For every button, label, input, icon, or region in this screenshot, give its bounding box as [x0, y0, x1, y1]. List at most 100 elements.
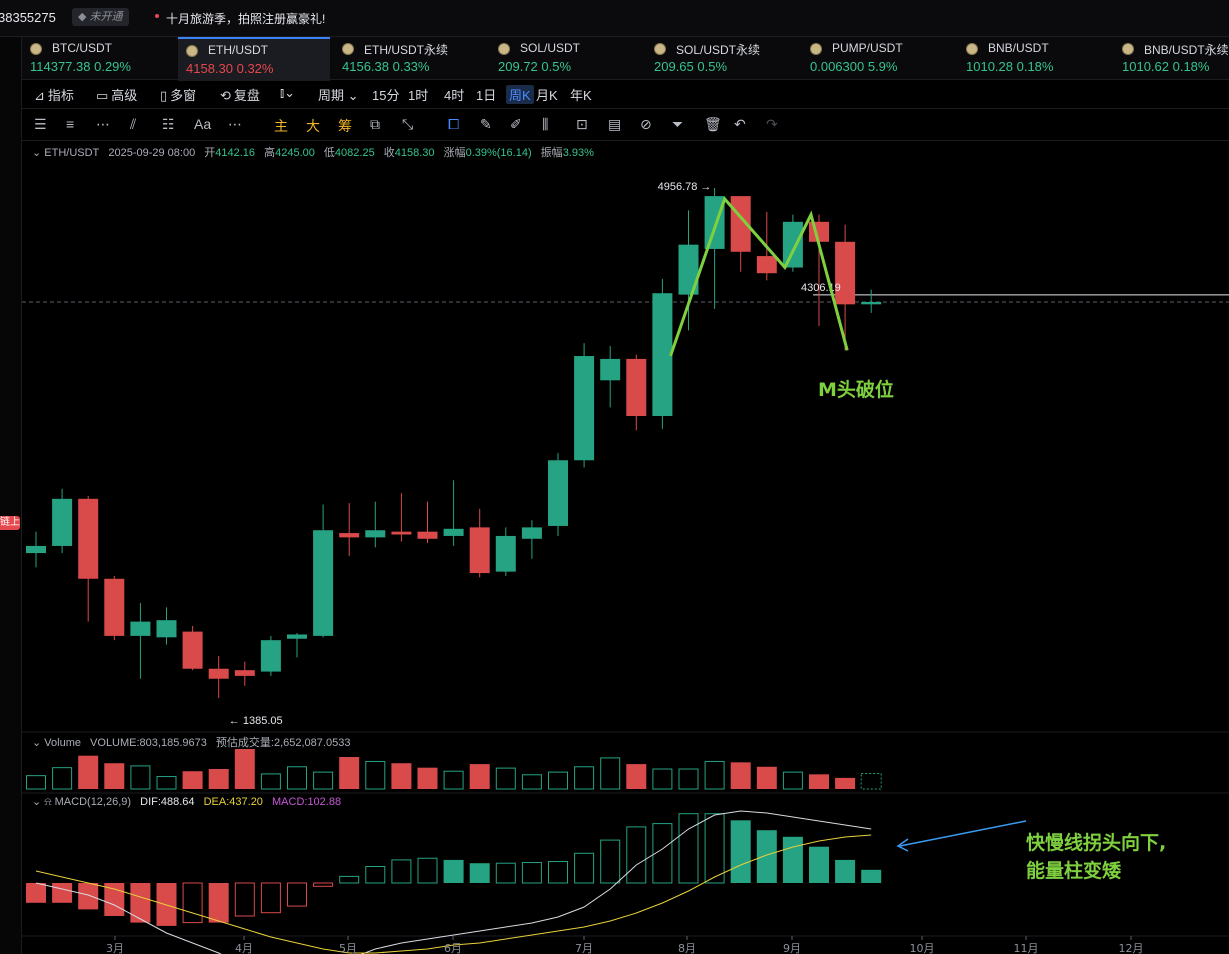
ticker-price: 209.72 0.5%: [498, 59, 572, 74]
ruler-icon[interactable]: ✎: [480, 116, 492, 132]
open-label: 开: [204, 147, 216, 159]
parallel-lines-icon[interactable]: ≡: [66, 116, 75, 132]
multi-label: 多窗: [170, 88, 197, 103]
trash-icon[interactable]: 🗑: [704, 116, 722, 132]
macd-bar: [600, 839, 621, 884]
candle-body: [365, 530, 386, 538]
onchain-badge[interactable]: 链上: [0, 516, 20, 530]
bell-icon[interactable]: ⍾: [44, 796, 52, 808]
x-tick-label: 5月: [339, 942, 357, 954]
advanced-label: 高级: [111, 88, 138, 103]
period-tab[interactable]: 1时: [408, 88, 429, 103]
volume-bar: [417, 767, 438, 789]
large-order-tool[interactable]: 大: [306, 118, 320, 134]
volume-bar: [287, 766, 307, 790]
volume-bar: [130, 765, 151, 790]
collapse-icon[interactable]: ⌄: [32, 796, 42, 808]
volume-bar: [574, 766, 595, 790]
replay-button[interactable]: ⟲ 复盘: [220, 85, 260, 104]
horizontal-lines-icon[interactable]: ☰: [34, 116, 47, 132]
ticker-item[interactable]: SOL/USDT 209.72 0.5%: [490, 37, 642, 79]
copy-icon[interactable]: ⧠: [448, 116, 460, 132]
pen-icon[interactable]: ✐: [510, 116, 522, 132]
diamond-icon: ◆: [78, 11, 87, 23]
undo-icon[interactable]: ↶: [734, 116, 746, 132]
pattern-annotation: M头破位: [818, 378, 894, 401]
main-chart-tool[interactable]: 主: [274, 118, 288, 134]
fib-icon[interactable]: ☷: [162, 116, 175, 132]
ray-icon[interactable]: ⋯: [96, 116, 110, 132]
ticker-item[interactable]: SOL/USDT永续 209.65 0.5%: [646, 37, 798, 79]
drawing-toolbar: ☰ ≡ ⋯ ⫽ ☷ Aa ⋯ 主 大 筹 ⧉ ⤡ ⧠ ✎ ✐ ⫼ ⊡ ▤ ⊘ ⏷…: [22, 110, 1229, 141]
multi-window-button[interactable]: ▯ 多窗: [160, 85, 196, 104]
ticker-item[interactable]: ETH/USDT 4158.30 0.32%: [178, 37, 330, 81]
magnet-icon[interactable]: ⊘: [640, 116, 652, 132]
volume-bar: [521, 774, 542, 790]
ticker-price: 4158.30 0.32%: [186, 61, 274, 76]
volume-bar: [313, 771, 334, 790]
chart-icon: ⊿: [34, 88, 45, 103]
advanced-button[interactable]: ▭ 高级: [96, 85, 137, 104]
chart-toolbar: ⊿ 指标 ▭ 高级 ▯ 多窗 ⟲ 复盘 ⫾⌄ 周期 ⌄ 15分 1时 4时 1日 周K 月K 年K: [22, 80, 1229, 109]
macd-annotation-line2: 能量柱变矮: [1026, 859, 1122, 882]
candle-body: [78, 498, 99, 579]
collapse-icon[interactable]: ⌄: [32, 737, 42, 749]
macd-bar: [417, 857, 438, 884]
window-icon: ▭: [96, 88, 109, 103]
ticker-symbol: ETH/USDT: [208, 43, 268, 57]
candle-body: [52, 498, 73, 546]
ticker-symbol: BNB/USDT: [988, 41, 1049, 55]
volume-bar: [730, 762, 751, 789]
macd-bar: [652, 823, 673, 884]
filter-icon[interactable]: ⏷: [672, 116, 684, 132]
macd-bar: [835, 859, 856, 883]
more-tools-icon[interactable]: ⋯: [228, 116, 242, 132]
note-icon[interactable]: ▤: [608, 116, 622, 132]
macd-bar: [287, 882, 307, 907]
amplitude-value: 3.93%: [562, 147, 594, 159]
period-dropdown[interactable]: 周期 ⌄: [318, 85, 359, 104]
chip-distribution-tool[interactable]: 筹: [338, 118, 352, 134]
redo-icon[interactable]: ↷: [766, 116, 778, 132]
macd-bar: [260, 882, 281, 914]
period-tab[interactable]: 年K: [570, 88, 592, 103]
macd-bar: [182, 882, 203, 924]
ticker-item[interactable]: BNB/USDT 1010.28 0.18%: [958, 37, 1110, 79]
candle-body: [339, 533, 360, 538]
candles-icon[interactable]: ⫼: [542, 116, 549, 132]
ticker-symbol: BTC/USDT: [52, 41, 112, 55]
annotation-arrowhead: [896, 838, 909, 852]
ticker-symbol: SOL/USDT: [520, 41, 581, 55]
volume-bar: [678, 768, 699, 790]
trend-line-icon[interactable]: ⫽: [130, 116, 137, 132]
account-id: 38355275: [0, 10, 56, 25]
ticker-item[interactable]: ETH/USDT永续 4156.38 0.33%: [334, 37, 486, 79]
lock-icon[interactable]: ⊡: [576, 116, 588, 132]
close-value: 4158.30: [394, 147, 435, 159]
period-tab[interactable]: 周K: [506, 85, 534, 104]
volume-bar: [52, 767, 73, 790]
vip-badge[interactable]: ◆ 未开通: [72, 8, 129, 26]
ticker-item[interactable]: BNB/USDT永续 1010.62 0.18%: [1114, 37, 1229, 79]
calculator-icon[interactable]: ⧉: [370, 116, 380, 132]
ticker-symbol: PUMP/USDT: [832, 41, 903, 55]
chart-type-dropdown[interactable]: ⫾⌄: [280, 85, 295, 101]
candle-body: [626, 358, 647, 417]
indicators-button[interactable]: ⊿ 指标: [34, 85, 74, 104]
text-tool[interactable]: Aa: [194, 116, 212, 132]
period-tab[interactable]: 15分: [372, 88, 400, 103]
candle-body: [156, 620, 177, 638]
ticker-item[interactable]: PUMP/USDT 0.006300 5.9%: [802, 37, 954, 79]
period-tab[interactable]: 4时: [444, 88, 465, 103]
coin-icon: [30, 43, 42, 55]
collapse-icon[interactable]: ⌄: [32, 147, 42, 159]
ticker-price: 1010.62 0.18%: [1122, 59, 1210, 74]
measure-icon[interactable]: ⤡: [402, 116, 414, 132]
macd-annotation-line1: 快慢线拐头向下,: [1026, 831, 1166, 854]
period-tab[interactable]: 月K: [536, 88, 558, 103]
macd-bar: [234, 882, 255, 917]
promo-link[interactable]: 十月旅游季，拍照注册赢豪礼!: [166, 12, 326, 26]
ticker-item[interactable]: BTC/USDT 114377.38 0.29%: [22, 37, 174, 79]
period-tab[interactable]: 1日: [476, 88, 497, 103]
